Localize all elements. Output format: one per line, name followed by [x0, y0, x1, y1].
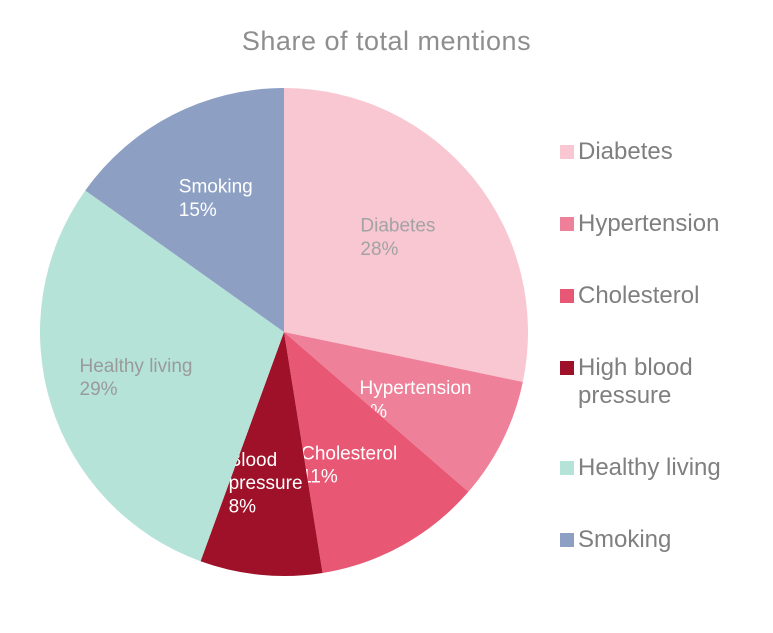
- legend-label: Cholesterol: [578, 282, 700, 309]
- pie-slice-healthy-living: [40, 190, 285, 562]
- pie-slice-cholesterol: [284, 332, 469, 573]
- legend-label: Hypertension: [578, 210, 720, 237]
- pie-slice-high-blood-pressure: [200, 332, 323, 577]
- legend-swatch-icon: [560, 289, 574, 303]
- legend-swatch-icon: [560, 461, 574, 475]
- pie-slice-diabetes: [284, 88, 529, 382]
- slice-label-healthy-living: Healthy living 29%: [80, 356, 193, 400]
- pie-slice-hypertension: [284, 332, 523, 492]
- legend-swatch-icon: [560, 217, 574, 231]
- legend-item-cholesterol: Cholesterol: [560, 282, 760, 310]
- legend-label: High blood pressure: [578, 354, 693, 409]
- legend-item-healthy-living: Healthy living: [560, 454, 760, 482]
- pie-chart: Diabetes28%Hypertension8%Cholesterol11%B…: [40, 88, 529, 577]
- legend: Diabetes Hypertension Cholesterol High bloo…: [560, 138, 760, 554]
- legend-item-smoking: Smoking: [560, 526, 760, 554]
- legend-item-high-blood-pressure: High blood pressure: [560, 354, 760, 410]
- pie-slice-smoking: [85, 88, 284, 332]
- legend-item-hypertension: Hypertension: [560, 210, 760, 238]
- slice-label-cholesterol: Cholesterol 11%: [301, 443, 397, 487]
- chart-title: Share of total mentions: [241, 26, 532, 56]
- slice-label-high-blood-pressure: Blood pressure 8%: [229, 450, 303, 517]
- legend-swatch-icon: [560, 533, 574, 547]
- legend-swatch-icon: [560, 361, 574, 375]
- legend-item-diabetes: Diabetes: [560, 138, 760, 166]
- legend-swatch-icon: [560, 145, 574, 159]
- legend-label: Diabetes: [578, 138, 673, 165]
- slice-label-diabetes: Diabetes 28%: [360, 216, 435, 260]
- legend-label: Healthy living: [578, 454, 721, 481]
- slice-label-smoking: Smoking 15%: [179, 177, 253, 221]
- legend-label: Smoking: [578, 526, 672, 553]
